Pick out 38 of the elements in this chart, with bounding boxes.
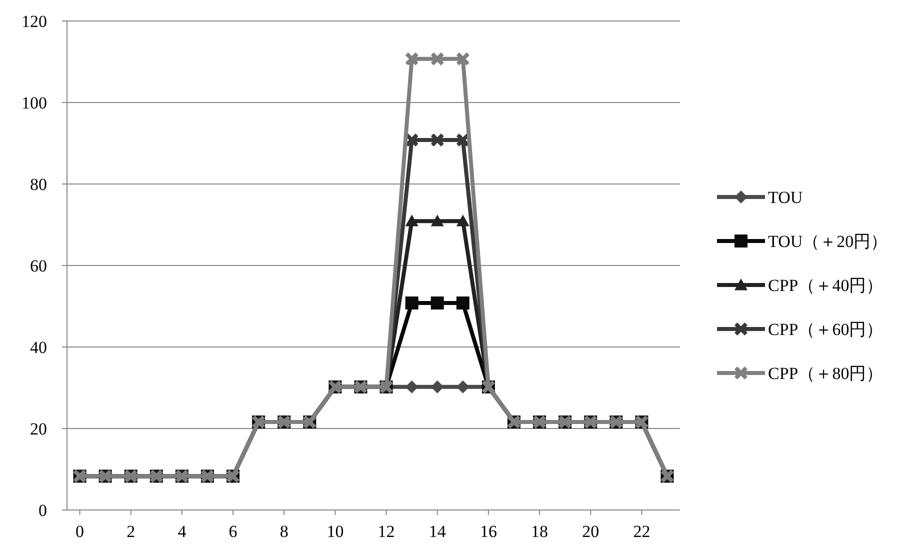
x-tick-label: 14 [428,522,446,541]
y-tick-label: 40 [30,338,47,357]
legend-label: CPP（＋80円） [768,364,884,383]
point [456,52,470,66]
y-tick-label: 120 [22,12,47,31]
point [456,214,470,226]
x-tick-label: 12 [378,522,395,541]
legend-label: TOU（＋20円） [768,232,888,251]
point [405,296,418,310]
y-tick-label: 80 [30,175,47,194]
point [430,52,444,66]
y-tick-label: 60 [30,256,47,276]
x-tick-label: 6 [228,522,238,541]
x-tick-label: 0 [76,522,84,541]
point [405,52,418,66]
point [405,214,418,226]
point [456,380,470,394]
x-tick-label: 22 [633,522,650,541]
legend-label: TOU [768,188,803,207]
point [430,380,444,394]
x-tick-label: 18 [531,522,548,541]
y-tick-label: 20 [30,420,47,438]
legend-label: CPP（＋60円） [768,320,884,339]
point [456,296,470,310]
x-tick-label: 2 [126,522,136,541]
x-tick-label: 4 [178,522,187,541]
x-tick-label: 8 [280,522,288,541]
x-tick-label: 10 [326,522,344,541]
point [405,133,418,146]
point [405,380,418,394]
y-tick-label: 100 [22,94,47,112]
legend-label: CPP（＋40円） [768,276,884,295]
x-tick-label: 16 [480,522,497,541]
point [430,296,444,310]
point [430,214,444,226]
point [430,133,444,146]
x-tick-label: 20 [582,522,600,541]
y-tick-label: 0 [38,501,47,520]
